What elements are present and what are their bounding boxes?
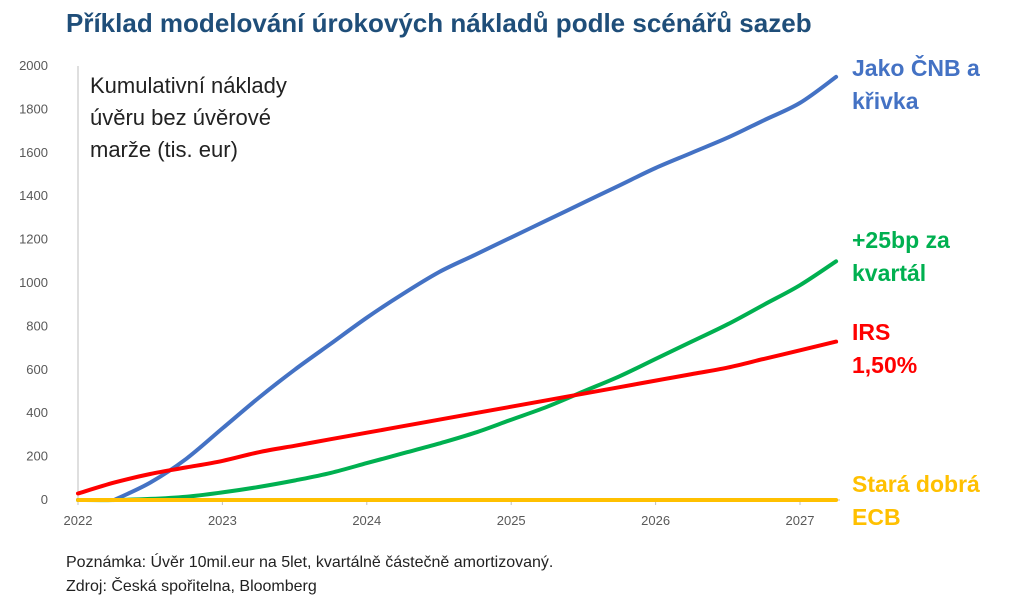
- footer-source: Zdroj: Česká spořitelna, Bloomberg: [66, 578, 317, 595]
- y-tick-label: 600: [26, 362, 48, 377]
- y-tick-label: 1000: [19, 275, 48, 290]
- chart-annotation-line: marže (tis. eur): [90, 137, 238, 162]
- x-tick-label: 2026: [641, 513, 670, 528]
- y-tick-label: 1800: [19, 101, 48, 116]
- y-tick-label: 1200: [19, 232, 48, 247]
- x-tick-label: 2025: [497, 513, 526, 528]
- series-label: 1,50%: [852, 352, 917, 378]
- y-tick-label: 400: [26, 405, 48, 420]
- series-label: křivka: [852, 88, 919, 114]
- series-line: [76, 339, 839, 496]
- y-tick-label: 1400: [19, 188, 48, 203]
- chart-annotation-line: Kumulativní náklady: [90, 73, 287, 98]
- y-tick-label: 800: [26, 318, 48, 333]
- footer: Poznámka: Úvěr 10mil.eur na 5let, kvartá…: [66, 551, 553, 599]
- series-label: +25bp za: [852, 227, 950, 253]
- x-tick-label: 2023: [208, 513, 237, 528]
- chart-ticks: 0 200 400 600 800 1000 1200 1400 1600 1800 2000 202…: [19, 58, 814, 528]
- y-tick-label: 2000: [19, 58, 48, 73]
- chart-annotation-line: úvěru bez úvěrové: [90, 105, 271, 130]
- series-line: [112, 74, 839, 502]
- page-title: Příklad modelování úrokových nákladů pod…: [66, 8, 812, 38]
- y-tick-label: 200: [26, 449, 48, 464]
- chart-annotation: Kumulativní náklady úvěru bez úvěrové marž…: [90, 73, 287, 162]
- series-label: Jako ČNB a: [852, 54, 980, 81]
- x-tick-label: 2022: [64, 513, 93, 528]
- x-tick-label: 2024: [352, 513, 381, 528]
- footer-note: Poznámka: Úvěr 10mil.eur na 5let, kvartá…: [66, 554, 554, 571]
- chart-series-lines: [76, 74, 839, 503]
- chart-series-labels: Jako ČNB a křivka +25bp za kvartál IRS 1,50% S…: [852, 54, 980, 530]
- y-tick-label: 1600: [19, 145, 48, 160]
- series-line: [76, 259, 839, 503]
- x-tick-label: 2027: [786, 513, 815, 528]
- y-tick-label: 0: [41, 492, 48, 507]
- series-label: kvartál: [852, 260, 926, 286]
- series-label: ECB: [852, 504, 901, 530]
- series-label: Stará dobrá: [852, 471, 980, 497]
- series-label: IRS: [852, 319, 890, 345]
